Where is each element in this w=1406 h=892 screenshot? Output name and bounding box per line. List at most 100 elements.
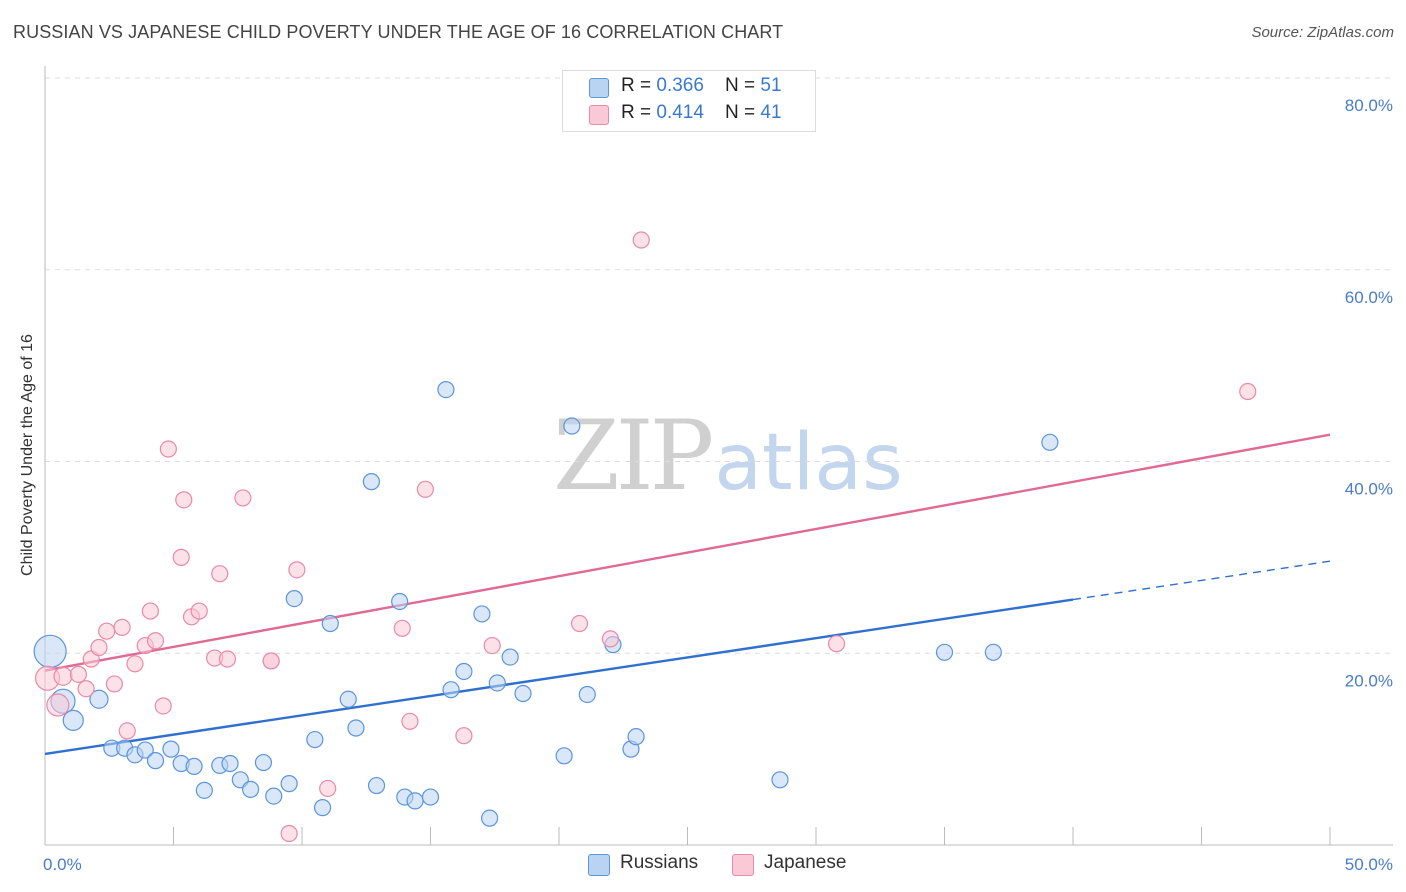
russians-point [555,747,573,765]
tick-labels: 20.0% 40.0% 60.0% 80.0% 0.0% 50.0% [43,96,1393,874]
japanese-point [154,697,172,715]
japanese-point [827,635,846,653]
russians-point [367,776,386,795]
watermark-zip: ZIP [553,400,714,512]
russians-point [563,417,581,435]
japanese-point [455,727,473,745]
russians-point [442,681,460,699]
russians-point [89,689,109,709]
japanese-point [175,491,193,509]
japanese-point [53,666,73,686]
source-label: Source: ZipAtlas.com [1251,24,1394,41]
russians-point [33,634,67,668]
japanese-point [393,619,411,637]
y-tick-label: 60.0% [1345,288,1393,307]
russians-point [984,643,1002,661]
japanese-point [262,652,280,670]
watermark: ZIPatlas [553,400,903,512]
russians-point [488,674,506,692]
japanese-point [105,675,123,693]
russians-point [578,685,596,704]
grid-lines [45,77,1393,654]
russians-point [242,780,260,798]
russians-point [391,592,409,611]
russians-point [265,787,283,805]
legend-row-text: R = 0.366 N = 51 [621,75,782,96]
japanese-point [77,680,95,698]
japanese-point [1239,382,1257,401]
russians-point [473,605,491,623]
legend-label-japanese: Japanese [764,852,847,873]
x-tick-label: 0.0% [43,855,82,874]
russians-point [285,590,303,608]
russians-point [185,757,203,775]
japanese-point [211,565,229,583]
japanese-point [98,622,116,640]
russians-point [347,719,365,737]
y-tick-label: 80.0% [1345,96,1393,115]
russians-point [195,781,213,799]
japanese-point [190,602,208,620]
japanese-point [172,548,190,566]
russians-point [514,684,532,703]
japanese-point [118,722,136,740]
russians-trend-line [44,598,1074,756]
russians-point [501,648,519,666]
japanese-point [218,650,237,668]
japanese-trend-line [44,433,1331,672]
russians-point [321,614,339,633]
russians-swatch [588,854,610,876]
japanese-point [601,630,620,648]
japanese-point [280,824,298,843]
russians-point [771,771,789,789]
russians-point [313,799,332,817]
data-points [33,231,1257,843]
russians-point [306,730,324,749]
japanese-point [126,655,144,673]
japanese-point [401,712,419,730]
russians-point [421,788,440,806]
russians-point [339,690,357,708]
japanese-point [141,602,159,620]
russians-point [455,662,473,681]
russians-swatch [589,78,609,98]
russians-point [362,473,380,491]
russians-point [406,792,424,810]
japanese-point [90,638,108,657]
japanese-point [570,614,589,633]
japanese-point [632,231,650,249]
japanese-point [46,693,70,717]
japanese-point [159,440,177,458]
japanese-point [319,779,337,798]
russians-point [254,753,273,772]
japanese-swatch [589,105,609,125]
trend-lines [44,433,1331,756]
russians-point [935,643,954,661]
japanese-point [146,632,165,650]
y-tick-label: 40.0% [1345,480,1393,499]
russians-point [481,809,499,827]
x-tick-label: 50.0% [1345,855,1393,874]
russians-point [437,380,455,399]
japanese-point [69,665,88,683]
russians-point [221,754,239,773]
japanese-point [234,489,252,507]
japanese-point [416,480,434,498]
russians-point [280,775,298,793]
russians-point [136,741,154,759]
russians-point [627,728,645,746]
russians-point [146,752,165,770]
y-tick-label: 20.0% [1345,671,1393,690]
legend-row-text: R = 0.414 N = 41 [621,102,782,123]
russians-point [1041,433,1059,451]
watermark-atlas: atlas [714,418,903,508]
russians-point [62,709,84,731]
japanese-point [483,636,501,655]
legend-label-russians: Russians [620,852,699,873]
russians-point [162,740,180,758]
axes [44,66,1393,846]
japanese-point [288,561,306,579]
chart-title: RUSSIAN VS JAPANESE CHILD POVERTY UNDER … [13,22,784,42]
japanese-point [113,618,131,636]
